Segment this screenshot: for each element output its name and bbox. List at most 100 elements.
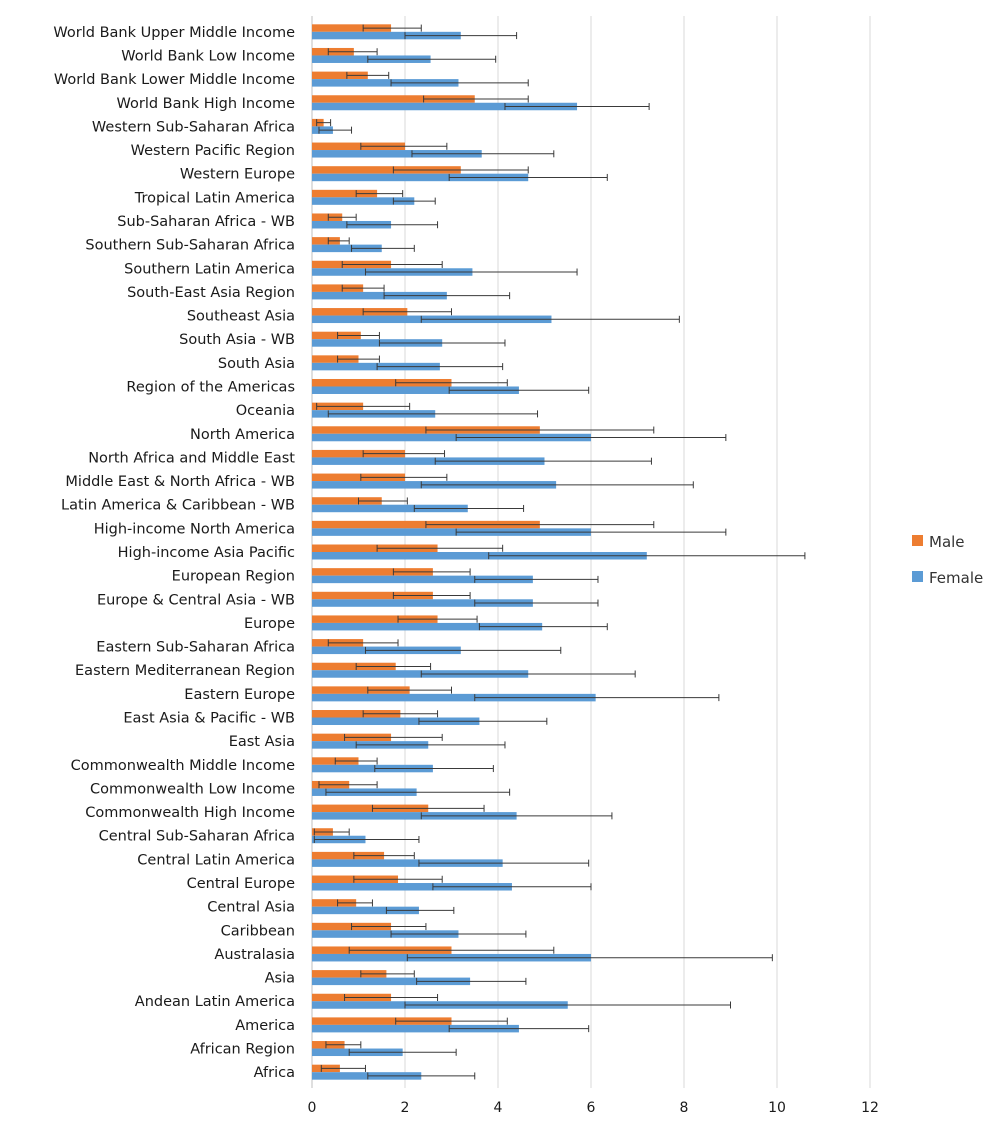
bar-female	[312, 883, 512, 891]
category-label: Sub-Saharan Africa - WB	[117, 214, 295, 230]
bar-male	[312, 497, 382, 505]
bar-female	[312, 339, 443, 347]
category-label: South-East Asia Region	[127, 285, 295, 301]
bar-male	[312, 544, 438, 552]
bar-male	[312, 591, 433, 600]
bar-female	[312, 1072, 422, 1080]
bar-male	[312, 710, 401, 718]
bar-male	[312, 851, 385, 860]
bars	[312, 24, 647, 1080]
bar-female	[312, 528, 591, 536]
bar-female	[312, 764, 433, 773]
bar-male	[312, 95, 475, 103]
bar-female	[312, 291, 447, 300]
bar-male	[312, 189, 378, 198]
category-label: Southeast Asia	[187, 309, 295, 325]
category-label: World Bank Lower Middle Income	[54, 72, 295, 88]
bar-female	[312, 1024, 519, 1033]
bar-male	[312, 24, 392, 32]
x-tick-label: 8	[680, 1100, 689, 1116]
bar-female	[312, 670, 529, 678]
category-label: Africa	[254, 1065, 295, 1081]
category-label: Central Latin America	[137, 852, 295, 868]
category-label: Region of the Americas	[126, 379, 295, 395]
category-label: Eastern Sub-Saharan Africa	[96, 640, 295, 656]
bar-female	[312, 906, 419, 915]
bar-female	[312, 244, 382, 253]
bar-male	[312, 142, 405, 151]
category-label: High-income Asia Pacific	[118, 545, 295, 561]
category-label: Central Europe	[187, 876, 295, 892]
bar-male	[312, 166, 461, 174]
category-labels: World Bank Upper Middle Income World Bank…	[53, 25, 295, 1081]
category-label: Asia	[265, 971, 295, 987]
category-label: Central Asia	[207, 900, 295, 916]
bar-female	[312, 599, 533, 607]
bar-male	[312, 686, 410, 694]
category-label: High-income North America	[94, 521, 295, 537]
category-label: Southern Latin America	[124, 261, 295, 277]
x-tick-label: 0	[308, 1100, 317, 1116]
bar-female	[312, 552, 647, 560]
category-label: Tropical Latin America	[134, 190, 295, 206]
category-label: America	[235, 1018, 295, 1034]
category-label: Middle East & North Africa - WB	[65, 474, 295, 490]
bar-female	[312, 812, 517, 820]
category-label: East Asia	[229, 734, 295, 750]
x-tick-label: 12	[861, 1100, 879, 1116]
bar-male	[312, 331, 361, 340]
category-label: Eastern Mediterranean Region	[75, 663, 295, 679]
bar-male	[312, 71, 368, 80]
bar-female	[312, 717, 480, 726]
bar-female	[312, 977, 471, 986]
bar-female	[312, 197, 415, 205]
x-tick-label: 6	[587, 1100, 596, 1116]
bar-female	[312, 930, 459, 938]
category-label: European Region	[172, 569, 295, 585]
bar-female	[312, 504, 468, 513]
bar-female	[312, 693, 596, 702]
legend-label-female: Female	[929, 569, 983, 587]
bar-female	[312, 433, 591, 442]
category-label: Commonwealth Low Income	[90, 781, 295, 797]
category-label: North America	[190, 427, 295, 443]
category-label: Commonwealth High Income	[85, 805, 295, 821]
category-label: South Asia	[218, 356, 295, 372]
category-label: Latin America & Caribbean - WB	[61, 498, 295, 514]
category-label: Commonwealth Middle Income	[71, 758, 295, 774]
category-label: South Asia - WB	[179, 332, 295, 348]
category-label: Europe & Central Asia - WB	[97, 592, 295, 608]
legend-label-male: Male	[929, 533, 965, 551]
bar-male	[312, 355, 359, 363]
bar-male	[312, 615, 438, 623]
category-label: Western Sub-Saharan Africa	[92, 119, 295, 135]
category-label: East Asia & Pacific - WB	[123, 711, 295, 727]
category-label: World Bank Upper Middle Income	[53, 25, 295, 41]
bar-male	[312, 899, 357, 907]
bar-male	[312, 378, 452, 387]
category-label: Oceania	[236, 403, 295, 419]
category-label: Australasia	[214, 947, 295, 963]
bar-female	[312, 79, 459, 87]
legend: Male Female	[912, 533, 983, 587]
bar-male	[312, 237, 340, 245]
bar-male	[312, 284, 364, 292]
category-label: World Bank Low Income	[121, 48, 295, 64]
x-tick-label: 10	[768, 1100, 786, 1116]
category-label: World Bank High Income	[117, 96, 296, 112]
bar-male	[312, 568, 433, 576]
category-label: Southern Sub-Saharan Africa	[85, 238, 295, 254]
bar-female	[312, 362, 440, 371]
bar-female	[312, 31, 461, 40]
bar-female	[312, 150, 482, 158]
category-label: Central Sub-Saharan Africa	[99, 829, 295, 845]
bar-female	[312, 575, 533, 584]
bar-female	[312, 457, 545, 465]
bar-male	[312, 970, 387, 978]
legend-swatch-female	[912, 571, 923, 582]
category-label: Western Europe	[180, 167, 295, 183]
bar-male	[312, 1017, 452, 1025]
error-bars	[313, 24, 806, 1080]
x-tick-label: 4	[494, 1100, 503, 1116]
